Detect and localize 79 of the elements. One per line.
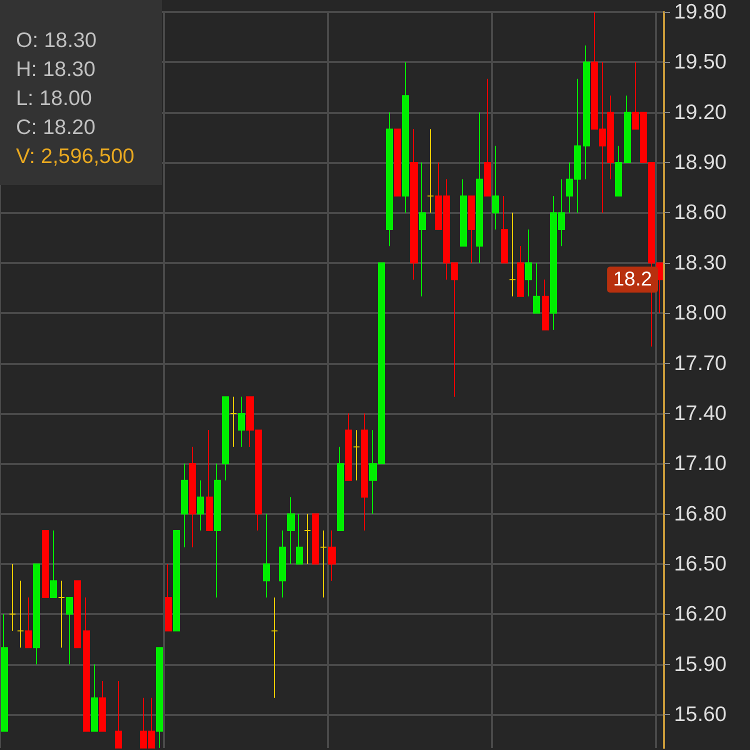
y-tick-label: 16.20 (674, 602, 727, 626)
candlestick (509, 212, 516, 297)
candlestick (468, 196, 475, 264)
candlestick (17, 580, 24, 648)
y-tick-label: 18.60 (674, 201, 727, 224)
y-tick-label: 18.30 (674, 251, 727, 274)
candlestick (271, 596, 278, 698)
y-tick-label: 18.90 (674, 151, 727, 174)
candlestick (42, 530, 49, 598)
candlestick (287, 496, 295, 564)
candlestick (624, 95, 631, 164)
candlestick (9, 564, 16, 632)
candlestick (337, 446, 344, 532)
candlestick (583, 44, 590, 180)
y-tick-label: 18.00 (674, 302, 727, 325)
candlestick (402, 62, 409, 214)
annotation: H: 18.30 (16, 58, 96, 81)
y-tick-label: 19.50 (674, 50, 727, 74)
annotation: C: 18.20 (16, 116, 96, 139)
candlestick (83, 596, 90, 732)
candlestick (33, 564, 40, 665)
y-tick-label: 15.90 (674, 652, 727, 676)
candlestick (533, 262, 540, 314)
candlestick (615, 145, 622, 196)
candlestick (501, 196, 508, 264)
candlestick (115, 680, 122, 748)
candlestick (476, 112, 483, 264)
candlestick (279, 530, 286, 598)
y-tick-label: 17.70 (674, 352, 727, 375)
candlestick (165, 564, 172, 632)
y-tick-label: 17.10 (674, 452, 727, 476)
candlestick (296, 513, 303, 564)
candlestick (99, 680, 106, 732)
candlestick (304, 513, 311, 564)
candlestick (25, 596, 32, 648)
candlestick (189, 446, 196, 548)
candlestick (1, 614, 8, 732)
annotation: V: 2,596,500 (16, 145, 134, 168)
candlestick (345, 412, 352, 481)
annotation: 18.2 (613, 268, 652, 291)
candlestick (427, 128, 434, 214)
candlestick (517, 246, 524, 297)
candlestick (460, 178, 467, 247)
y-tick-label: 16.50 (674, 552, 727, 576)
candlestick (173, 530, 180, 632)
y-tick-label: 15.60 (674, 703, 727, 726)
candlestick (394, 128, 401, 196)
y-tick-label: 19.80 (674, 0, 727, 24)
candlestick (50, 530, 57, 598)
candlestick (353, 430, 360, 481)
candlestick (361, 412, 368, 532)
candlestick (91, 664, 98, 732)
candlestick (197, 480, 204, 532)
candlestick (419, 162, 426, 297)
candlestick (542, 279, 549, 330)
candlestick (328, 530, 336, 582)
candlestick (222, 396, 229, 481)
candlestick (312, 513, 319, 564)
candlestick (74, 580, 81, 648)
candlestick (386, 112, 393, 247)
candlestick (263, 513, 270, 598)
y-tick-label: 16.80 (674, 502, 727, 526)
candlestick (156, 647, 163, 748)
candlestick (206, 430, 213, 532)
annotation: L: 18.00 (16, 87, 92, 110)
candlestick (66, 596, 73, 665)
y-tick-label: 19.20 (674, 100, 727, 124)
candlestick (214, 463, 221, 598)
candlestick (320, 530, 327, 598)
candlestick (410, 128, 418, 280)
candlestick (525, 228, 532, 297)
candlestick (58, 580, 65, 648)
y-tick-label: 17.40 (674, 402, 727, 425)
annotation: O: 18.30 (16, 29, 97, 52)
candlestick (484, 78, 491, 196)
candlestick (230, 396, 237, 448)
candlestick (181, 463, 188, 548)
candlestick (492, 145, 499, 230)
candlestick (238, 396, 245, 448)
